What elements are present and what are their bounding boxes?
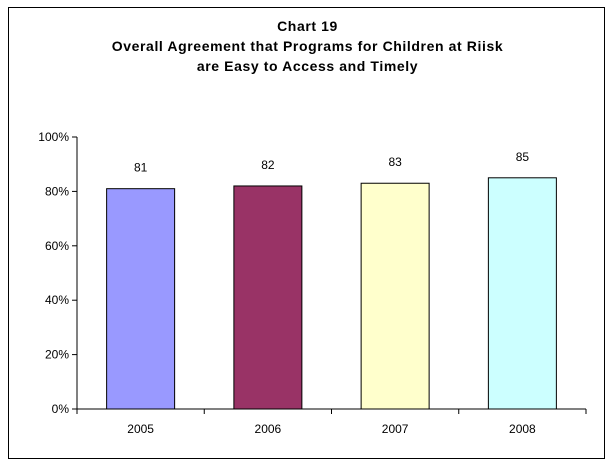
data-label-2005: 81 — [134, 161, 148, 175]
bar-2005 — [106, 188, 176, 410]
bar-2007 — [360, 182, 430, 410]
data-label-2007: 83 — [388, 155, 402, 169]
data-label-2008: 85 — [516, 150, 530, 164]
y-tick-label: 20% — [45, 348, 69, 362]
y-tick-label: 0% — [52, 402, 70, 416]
data-label-2006: 82 — [261, 158, 275, 172]
chart-title-line-1: Chart 19 — [277, 18, 338, 34]
x-tick-label-2007: 2007 — [382, 422, 409, 436]
y-tick-label: 80% — [45, 184, 69, 198]
chart-title: Chart 19 Overall Agreement that Programs… — [0, 16, 615, 76]
chart-title-line-2: Overall Agreement that Programs for Chil… — [111, 38, 504, 54]
x-tick-label-2006: 2006 — [255, 422, 282, 436]
y-tick-label: 100% — [38, 130, 69, 144]
x-tick-label-2005: 2005 — [127, 422, 154, 436]
x-tick-label-2008: 2008 — [509, 422, 536, 436]
y-tick-label: 40% — [45, 293, 69, 307]
chart-title-line-3: are Easy to Access and Timely — [196, 58, 419, 74]
bar-2006 — [233, 185, 303, 410]
bar-2008 — [487, 177, 557, 410]
y-tick-label: 60% — [45, 239, 69, 253]
